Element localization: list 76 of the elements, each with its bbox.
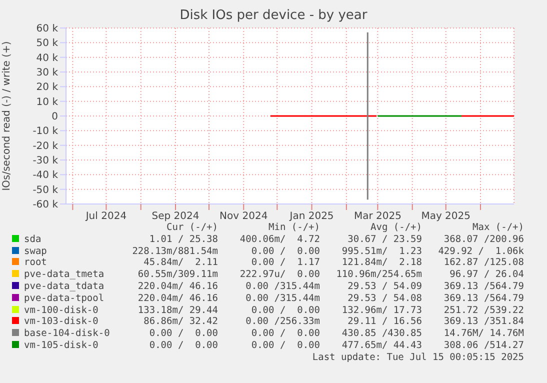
text: 0.00 / 0.00 xyxy=(250,328,320,340)
text: 0.00 /256.33m xyxy=(244,316,320,328)
y-tick-label: 60 k xyxy=(36,24,58,35)
text: 477.65m/ 44.43 xyxy=(340,340,422,352)
text: 430.85 /430.85 xyxy=(340,328,422,340)
y-tick-label: -20 k xyxy=(32,140,58,152)
text: 30.67 / 23.59 xyxy=(346,234,422,246)
legend-label: sda xyxy=(24,234,42,246)
text: Min (-/+) xyxy=(268,222,320,234)
text: 1.01 / 25.38 xyxy=(148,234,218,246)
text: 86.86m/ 32.42 xyxy=(142,316,218,328)
text: Avg (-/+) xyxy=(370,222,422,234)
text: 222.97u/ 0.00 xyxy=(238,269,320,281)
text: 0.00 / 0.00 xyxy=(148,340,218,352)
y-tick-label: -40 k xyxy=(32,170,58,182)
text: 133.18m/ 29.44 xyxy=(136,304,218,316)
x-tick-label: Jul 2024 xyxy=(84,211,127,222)
y-tick-label: 0 xyxy=(52,112,58,123)
legend-label: pve-data_tdata xyxy=(24,280,106,293)
text: 121.84m/ 2.18 xyxy=(340,257,422,270)
text: 369.13 /351.84 xyxy=(442,316,524,328)
text: 220.04m/ 46.16 xyxy=(136,292,218,305)
legend-label: swap xyxy=(24,246,48,258)
y-tick-label: 20 k xyxy=(36,82,58,94)
text: 29.11 / 16.56 xyxy=(346,316,422,328)
text: 0.00 /315.44m xyxy=(244,280,320,293)
text: Last update: Tue Jul 15 00:05:15 2025 xyxy=(311,352,524,364)
text: 110.96m/254.65m xyxy=(335,269,422,281)
text: 0.00 / 0.00 xyxy=(250,246,320,258)
text: 0.00 / 0.00 xyxy=(250,340,320,352)
text: Cur (-/+) xyxy=(166,222,218,234)
text: 369.13 /564.79 xyxy=(442,292,524,305)
text: 45.84m/ 2.11 xyxy=(142,257,218,270)
x-tick-label: Nov 2024 xyxy=(220,211,268,222)
y-tick-label: 40 k xyxy=(36,52,58,64)
x-tick-label: Jan 2025 xyxy=(288,211,334,222)
y-tick-label: 30 k xyxy=(36,68,58,79)
y-tick-label: 10 k xyxy=(36,96,58,108)
text: 228.13m/881.54m xyxy=(131,246,218,258)
text: 400.06m/ 4.72 xyxy=(238,234,320,246)
text: 308.06 /514.27 xyxy=(442,340,524,352)
text: 29.53 / 54.09 xyxy=(346,280,422,293)
text: 29.53 / 54.08 xyxy=(346,292,422,305)
text: 995.51m/ 1.23 xyxy=(340,246,422,258)
text: 0.00 / 1.17 xyxy=(250,257,320,270)
legend-label: root xyxy=(24,257,48,270)
text: 0.00 /315.44m xyxy=(244,292,320,305)
y-tick-label: -60 k xyxy=(32,200,58,211)
legend-label: pve-data_tmeta xyxy=(24,269,106,281)
text: 251.72 /539.22 xyxy=(442,304,524,316)
text: 0.00 / 0.00 xyxy=(250,304,320,316)
chart-title: Disk IOs per device - by year xyxy=(178,8,368,23)
text: 0.00 / 0.00 xyxy=(148,328,218,340)
legend-label: vm-103-disk-0 xyxy=(24,316,100,328)
text: 220.04m/ 46.16 xyxy=(136,280,218,293)
text: Max (-/+) xyxy=(472,222,524,234)
x-tick-label: Mar 2025 xyxy=(354,211,402,222)
x-tick-label: Sep 2024 xyxy=(152,211,200,222)
text: 96.97 / 26.04 xyxy=(448,269,524,281)
text: 132.96m/ 17.73 xyxy=(340,304,422,316)
y-tick-label: -50 k xyxy=(32,184,58,196)
text: 368.07 /200.96 xyxy=(442,234,524,246)
legend-label: vm-105-disk-0 xyxy=(24,340,100,352)
legend-label: vm-100-disk-0 xyxy=(24,304,100,316)
text: 14.76M/ 14.76M xyxy=(442,328,524,340)
x-tick-label: May 2025 xyxy=(421,211,471,222)
y-tick-label: 50 k xyxy=(36,38,58,50)
y-tick-label: -10 k xyxy=(32,126,58,138)
legend-label: base-104-disk-0 xyxy=(24,328,111,340)
y-axis-title: IOs/second read (-) / write (+) xyxy=(2,41,13,191)
text: 369.13 /564.79 xyxy=(442,280,524,293)
y-tick-label: -30 k xyxy=(32,156,58,167)
legend-label: pve-data-tpool xyxy=(24,292,106,305)
text: 60.55m/309.11m xyxy=(136,269,218,281)
text: 429.92 / 1.06k xyxy=(437,246,524,258)
text: 162.87 /125.08 xyxy=(442,257,524,270)
